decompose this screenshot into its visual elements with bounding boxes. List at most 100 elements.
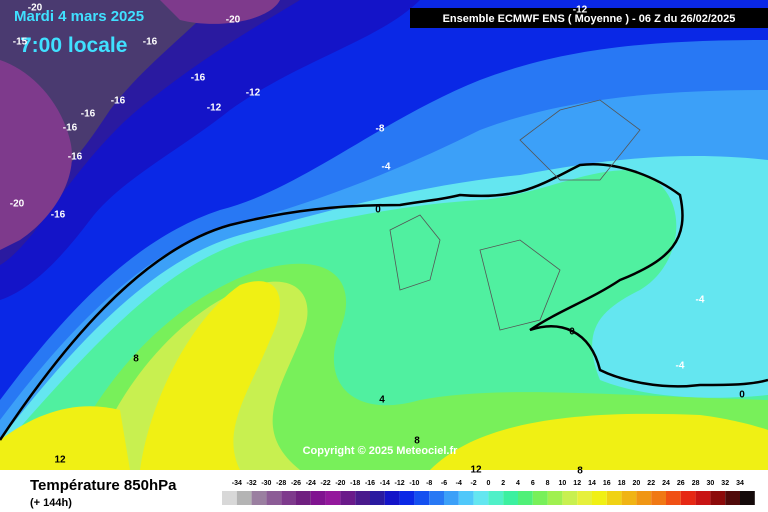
- zero-isotherm: [0, 162, 768, 441]
- copyright: Copyright © 2025 Meteociel.fr: [303, 445, 459, 457]
- scale-label: 2: [501, 480, 505, 487]
- scale-swatch: [429, 491, 444, 505]
- scale-label: -34: [232, 480, 242, 487]
- scale-swatch: [577, 491, 592, 505]
- scale-swatch: [473, 491, 489, 505]
- contour-label: -16: [51, 210, 66, 221]
- scale-swatch: [281, 491, 296, 505]
- scale-swatch: [488, 491, 504, 505]
- scale-label: 6: [531, 480, 535, 487]
- scale-swatch: [606, 491, 622, 505]
- scale-swatch: [236, 491, 252, 505]
- scale-swatch: [251, 491, 267, 505]
- scale-swatch: [547, 491, 563, 505]
- contour-label: 0: [739, 390, 745, 401]
- scale-swatch: [458, 491, 474, 505]
- scale-swatch: [340, 491, 356, 505]
- forecast-date: Mardi 4 mars 2025: [14, 8, 144, 25]
- scale-label: 12: [573, 480, 581, 487]
- scale-label: -26: [291, 480, 301, 487]
- scale-swatch: [310, 491, 326, 505]
- scale-label: -8: [426, 480, 432, 487]
- scale-swatch: [740, 491, 755, 505]
- scale-label: -18: [350, 480, 360, 487]
- contour-label: 4: [379, 395, 385, 406]
- scale-label: -12: [395, 480, 405, 487]
- cold-zone: [0, 60, 72, 250]
- scale-swatch: [532, 491, 548, 505]
- coastline: [389, 99, 641, 331]
- scale-label: 24: [662, 480, 670, 487]
- scale-label: 10: [559, 480, 567, 487]
- contour-label: -20: [226, 15, 241, 26]
- contour-labels: -20-20-15 -16-16-16-12-12-16-16-16-8-4-20…: [10, 3, 745, 477]
- scale-swatch: [725, 491, 740, 505]
- scale-swatch: [355, 491, 370, 505]
- scale-swatch: [384, 491, 400, 505]
- scale-label: -16: [365, 480, 375, 487]
- lead-time: (+ 144h): [30, 497, 72, 509]
- contour-label: -4: [382, 162, 391, 173]
- scale-swatch: [370, 491, 385, 505]
- scale-label: 32: [721, 480, 729, 487]
- scale-label: 34: [736, 480, 744, 487]
- scale-label: -20: [335, 480, 345, 487]
- scale-label: -14: [380, 480, 390, 487]
- contour-label: -16: [68, 152, 83, 163]
- scale-swatch: [444, 491, 459, 505]
- warm-zone: [0, 406, 130, 470]
- model-banner: [410, 8, 768, 28]
- scale-label: -10: [409, 480, 419, 487]
- contour-label: 12: [54, 455, 66, 466]
- contour-label: 0: [375, 205, 381, 216]
- scale-swatch: [666, 491, 681, 505]
- scale-label: -4: [456, 480, 462, 487]
- contour-label: -16: [143, 37, 158, 48]
- scale-label: -22: [321, 480, 331, 487]
- scale-swatch: [592, 491, 607, 505]
- scale-swatch: [562, 491, 578, 505]
- scale-swatch: [222, 491, 237, 505]
- scale-swatch: [325, 491, 341, 505]
- warm-zone: [140, 281, 280, 470]
- contour-label: 8: [133, 354, 139, 365]
- cold-zone: [160, 0, 280, 24]
- contour-label: 12: [470, 465, 482, 476]
- contour-label: -12: [573, 5, 588, 16]
- scale-swatch: [266, 491, 282, 505]
- model-info: Ensemble ECMWF ENS ( Moyenne ) - 06 Z du…: [443, 13, 736, 25]
- scale-label: 4: [516, 480, 520, 487]
- scale-swatch: [296, 491, 311, 505]
- contour-label: -4: [676, 361, 685, 372]
- contour-label: -8: [376, 124, 385, 135]
- contour-label: -15: [13, 37, 28, 48]
- contour-label: -16: [191, 73, 206, 84]
- scale-swatch: [414, 491, 430, 505]
- variable-name: Température 850hPa: [30, 477, 177, 494]
- scale-label: 26: [677, 480, 685, 487]
- scale-label: 18: [618, 480, 626, 487]
- contour-label: -16: [111, 96, 126, 107]
- scale-swatch: [651, 491, 666, 505]
- warm-zone: [430, 413, 768, 470]
- scale-label: 20: [633, 480, 641, 487]
- contour-label: 8: [577, 466, 583, 477]
- scale-label: 22: [647, 480, 655, 487]
- scale-label: 30: [707, 480, 715, 487]
- scale-swatch: [621, 491, 637, 505]
- scale-swatch: [399, 491, 415, 505]
- scale-label: 16: [603, 480, 611, 487]
- contour-label: -12: [246, 88, 261, 99]
- forecast-time: 7:00 locale: [20, 34, 127, 57]
- scale-label: 28: [692, 480, 700, 487]
- scale-label: 14: [588, 480, 596, 487]
- scale-swatch: [695, 491, 711, 505]
- scale-label: -30: [261, 480, 271, 487]
- scale-swatch: [636, 491, 652, 505]
- contour-label: -20: [10, 199, 25, 210]
- scale-label: -28: [276, 480, 286, 487]
- contour-label: -16: [81, 109, 96, 120]
- scale-swatch: [503, 491, 518, 505]
- contour-label: 8: [414, 436, 420, 447]
